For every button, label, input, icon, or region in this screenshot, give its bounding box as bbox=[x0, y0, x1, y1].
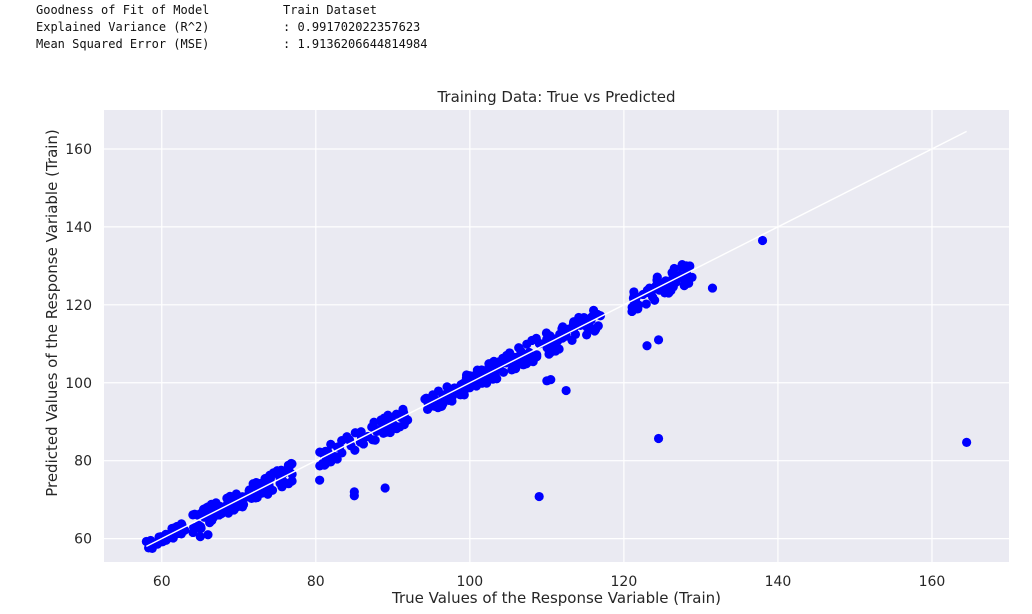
fit-summary-header-left: Goodness of Fit of Model bbox=[36, 3, 210, 17]
r2-row: Explained Variance (R^2) : 0.99170202235… bbox=[36, 19, 428, 36]
x-tick-label-0: 60 bbox=[153, 574, 171, 590]
data-point-485 bbox=[195, 532, 205, 542]
data-point-201 bbox=[369, 417, 379, 427]
data-point-127 bbox=[211, 498, 221, 508]
data-point-218 bbox=[403, 415, 413, 425]
r2-value: : 0.991702022357623 bbox=[283, 20, 421, 34]
data-point-494 bbox=[561, 385, 571, 396]
data-point-496 bbox=[642, 341, 652, 351]
data-point-43 bbox=[147, 543, 157, 553]
y-tick-label-2: 100 bbox=[65, 376, 92, 392]
data-point-152 bbox=[227, 504, 237, 514]
data-point-144 bbox=[208, 513, 218, 523]
y-tick-label-5: 160 bbox=[65, 142, 92, 158]
data-point-412 bbox=[522, 339, 532, 349]
data-point-486 bbox=[203, 530, 213, 540]
data-point-212 bbox=[326, 457, 336, 467]
x-tick-label-2: 100 bbox=[456, 574, 483, 590]
y-tick-label-3: 120 bbox=[65, 298, 92, 314]
data-point-145 bbox=[267, 485, 278, 495]
data-point-482 bbox=[631, 291, 641, 301]
data-point-401 bbox=[514, 343, 524, 353]
data-point-150 bbox=[275, 478, 285, 488]
mse-row: Mean Squared Error (MSE) : 1.91362066448… bbox=[36, 36, 428, 53]
data-point-499 bbox=[707, 283, 718, 293]
data-point-125 bbox=[188, 527, 198, 538]
data-point-308 bbox=[456, 380, 466, 390]
x-tick-label-3: 120 bbox=[611, 574, 638, 590]
data-point-123 bbox=[287, 476, 297, 486]
data-point-289 bbox=[459, 390, 469, 400]
data-point-40 bbox=[172, 521, 182, 532]
data-point-479 bbox=[641, 299, 651, 309]
x-tick-label-4: 140 bbox=[765, 574, 792, 590]
data-point-489 bbox=[349, 491, 359, 501]
chart-title: Training Data: True vs Predicted bbox=[437, 88, 676, 106]
data-point-153 bbox=[246, 493, 257, 504]
data-point-222 bbox=[337, 436, 347, 446]
data-point-475 bbox=[662, 284, 673, 294]
data-point-424 bbox=[545, 331, 555, 341]
x-tick-label-1: 80 bbox=[307, 574, 325, 590]
data-point-501 bbox=[962, 437, 972, 447]
data-point-154 bbox=[277, 466, 288, 476]
data-point-498 bbox=[653, 433, 664, 444]
data-point-346 bbox=[582, 330, 592, 340]
mse-value: : 1.9136206644814984 bbox=[283, 37, 428, 51]
y-tick-label-0: 60 bbox=[74, 532, 92, 548]
y-tick-label-1: 80 bbox=[74, 454, 92, 470]
data-point-216 bbox=[350, 428, 360, 438]
data-point-330 bbox=[476, 368, 486, 378]
data-point-99 bbox=[195, 509, 205, 519]
data-point-402 bbox=[518, 360, 528, 370]
data-point-190 bbox=[398, 404, 408, 414]
data-point-328 bbox=[477, 378, 487, 388]
data-point-334 bbox=[461, 370, 472, 380]
data-point-115 bbox=[194, 520, 204, 530]
data-point-490 bbox=[380, 483, 390, 493]
data-point-487 bbox=[315, 475, 325, 485]
r2-label: Explained Variance (R^2) bbox=[36, 20, 210, 34]
data-point-497 bbox=[653, 335, 664, 345]
mse-label: Mean Squared Error (MSE) bbox=[36, 37, 210, 51]
data-point-142 bbox=[258, 477, 269, 488]
data-point-329 bbox=[505, 348, 515, 358]
y-tick-label-4: 140 bbox=[65, 220, 92, 236]
data-point-207 bbox=[363, 431, 373, 442]
data-point-331 bbox=[433, 386, 444, 396]
data-point-483 bbox=[680, 277, 691, 287]
x-axis-label: True Values of the Response Variable (Tr… bbox=[391, 589, 722, 607]
reference-line bbox=[146, 130, 967, 548]
data-point-213 bbox=[315, 447, 325, 457]
fit-summary: Goodness of Fit of Model Train Dataset E… bbox=[36, 2, 428, 53]
y-axis-label: Predicted Values of the Response Variabl… bbox=[43, 129, 61, 497]
data-point-183 bbox=[391, 409, 401, 419]
fit-summary-header-right: Train Dataset bbox=[283, 3, 377, 17]
data-point-493 bbox=[546, 375, 556, 385]
data-point-423 bbox=[573, 315, 584, 325]
data-point-480 bbox=[683, 262, 693, 272]
data-point-481 bbox=[667, 268, 677, 278]
data-point-491 bbox=[534, 491, 544, 502]
data-point-316 bbox=[420, 394, 430, 404]
data-point-410 bbox=[593, 321, 603, 331]
x-tick-label-5: 160 bbox=[919, 574, 946, 590]
data-point-220 bbox=[318, 459, 328, 469]
data-point-470 bbox=[652, 272, 662, 282]
data-point-428 bbox=[553, 336, 563, 346]
data-point-500 bbox=[757, 235, 768, 246]
fit-summary-header: Goodness of Fit of Model Train Dataset bbox=[36, 2, 428, 19]
data-point-141 bbox=[222, 493, 232, 503]
